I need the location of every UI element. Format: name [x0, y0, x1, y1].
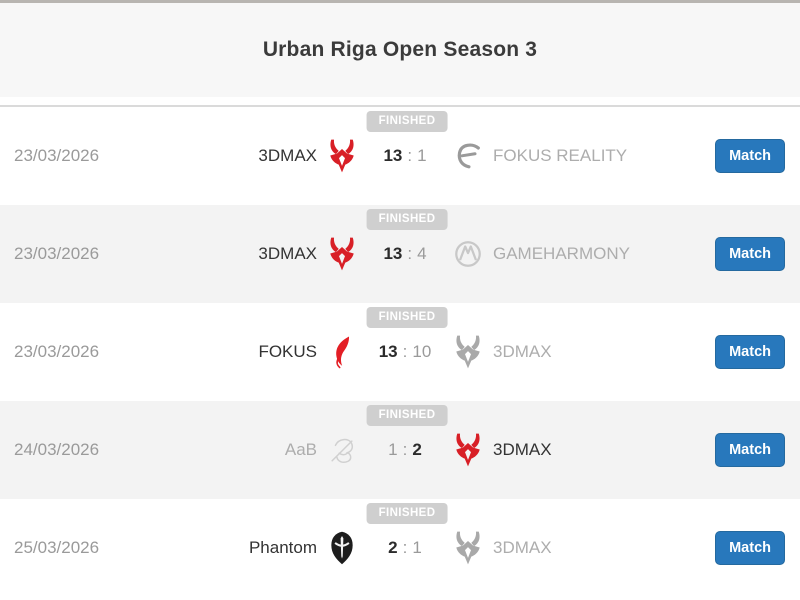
score-cell: 1:2	[357, 440, 453, 460]
score-separator: :	[407, 244, 413, 263]
status-badge: FINISHED	[366, 209, 448, 230]
top-border	[0, 0, 800, 3]
team2-cell: 3DMAX	[453, 531, 660, 565]
team1-name: 3DMAX	[258, 244, 317, 263]
action-cell: Match	[660, 335, 800, 369]
team1-name: Phantom	[248, 538, 317, 557]
action-cell: Match	[660, 237, 800, 271]
gameharmony-logo-icon	[453, 237, 483, 271]
status-badge: FINISHED	[366, 307, 448, 328]
3dmax-logo-icon	[327, 237, 357, 271]
score-cell: 13:10	[357, 342, 453, 362]
match-date: 23/03/2026	[14, 146, 100, 165]
status-badge: FINISHED	[366, 111, 448, 132]
score-cell: 13:4	[357, 244, 453, 264]
team2-cell: FOKUS REALITY	[453, 139, 660, 173]
team1-cell: 3DMAX	[150, 139, 357, 173]
match-date: 25/03/2026	[14, 538, 100, 557]
match-button[interactable]: Match	[715, 531, 785, 565]
match-list: FINISHED 23/03/2026 3DMAX 13:1 FOKUS REA…	[0, 107, 800, 597]
score-team1: 1	[388, 440, 398, 459]
aab-logo-icon	[327, 433, 357, 467]
score-team1: 13	[383, 146, 403, 165]
page-title: Urban Riga Open Season 3	[262, 38, 538, 61]
team2-name: 3DMAX	[493, 538, 552, 557]
match-button[interactable]: Match	[715, 335, 785, 369]
team2-name: FOKUS REALITY	[493, 146, 628, 165]
score-separator: :	[407, 146, 413, 165]
score-cell: 2:1	[357, 538, 453, 558]
team1-name: AaB	[284, 440, 317, 459]
score-cell: 13:1	[357, 146, 453, 166]
3dmax-logo-icon	[453, 531, 483, 565]
team1-cell: Phantom	[150, 531, 357, 565]
score-team2: 4	[417, 244, 427, 263]
score-team1: 13	[383, 244, 403, 263]
match-row[interactable]: FINISHED 23/03/2026 3DMAX 13:1 FOKUS REA…	[0, 107, 800, 205]
score-separator: :	[402, 538, 408, 557]
match-button[interactable]: Match	[715, 237, 785, 271]
action-cell: Match	[660, 433, 800, 467]
match-row[interactable]: FINISHED 23/03/2026 3DMAX 13:4 GAMEHARMO…	[0, 205, 800, 303]
score-separator: :	[402, 342, 408, 361]
team1-cell: 3DMAX	[150, 237, 357, 271]
match-button[interactable]: Match	[715, 139, 785, 173]
team1-cell: FOKUS	[150, 335, 357, 369]
team2-name: 3DMAX	[493, 342, 552, 361]
team2-name: 3DMAX	[493, 440, 552, 459]
status-badge: FINISHED	[366, 405, 448, 426]
3dmax-logo-icon	[327, 139, 357, 173]
action-cell: Match	[660, 139, 800, 173]
match-date: 23/03/2026	[14, 244, 100, 263]
team2-cell: 3DMAX	[453, 433, 660, 467]
match-button[interactable]: Match	[715, 433, 785, 467]
match-row[interactable]: FINISHED 24/03/2026 AaB 1:2 3DMAX Match	[0, 401, 800, 499]
phantom-logo-icon	[327, 531, 357, 565]
fokus-reality-logo-icon	[453, 139, 483, 173]
team1-cell: AaB	[150, 433, 357, 467]
score-team2: 2	[412, 440, 422, 459]
3dmax-logo-icon	[453, 335, 483, 369]
score-separator: :	[402, 440, 408, 459]
team1-name: FOKUS	[258, 342, 317, 361]
score-team2: 1	[417, 146, 427, 165]
score-team2: 10	[412, 342, 432, 361]
score-team1: 13	[378, 342, 398, 361]
status-badge: FINISHED	[366, 503, 448, 524]
fokus-logo-icon	[327, 335, 357, 369]
event-header: Urban Riga Open Season 3	[0, 3, 800, 97]
team2-cell: GAMEHARMONY	[453, 237, 660, 271]
action-cell: Match	[660, 531, 800, 565]
match-date: 23/03/2026	[14, 342, 100, 361]
team1-name: 3DMAX	[258, 146, 317, 165]
match-row[interactable]: FINISHED 23/03/2026 FOKUS 13:10 3DMAX Ma…	[0, 303, 800, 401]
3dmax-logo-icon	[453, 433, 483, 467]
header-divider	[0, 105, 800, 107]
score-team2: 1	[412, 538, 422, 557]
match-row[interactable]: FINISHED 25/03/2026 Phantom 2:1 3DMAX Ma…	[0, 499, 800, 597]
team2-name: GAMEHARMONY	[493, 244, 630, 263]
match-date: 24/03/2026	[14, 440, 100, 459]
team2-cell: 3DMAX	[453, 335, 660, 369]
score-team1: 2	[388, 538, 398, 557]
